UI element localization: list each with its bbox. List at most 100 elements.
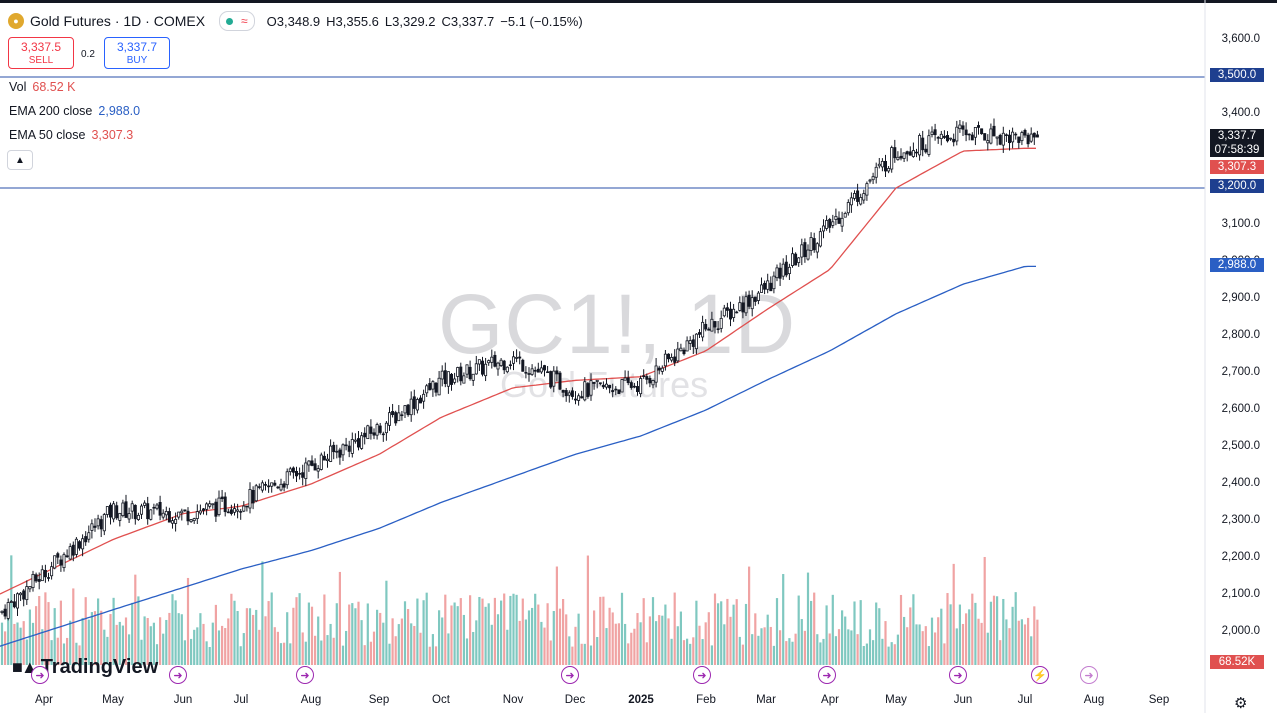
volume-bar <box>413 625 416 665</box>
volume-bar <box>896 634 899 665</box>
volume-bar <box>112 597 115 665</box>
candle-body <box>226 511 230 514</box>
volume-bar <box>989 601 992 665</box>
candle-body <box>849 197 853 206</box>
badge-last-price: 3,337.7 <box>1210 129 1264 143</box>
volume-bar <box>664 604 667 665</box>
volume-bar <box>59 600 62 665</box>
event-marker-arrow-right-circle-icon[interactable]: ➜ <box>1080 666 1098 684</box>
volume-bar <box>992 595 996 665</box>
collapse-legend-button[interactable]: ▲ <box>7 150 33 170</box>
ema200-legend[interactable]: EMA 200 close 2,988.0 <box>9 104 140 118</box>
lightning-circle-icon[interactable]: ⚡ <box>1031 666 1049 684</box>
time-axis-label: Feb <box>696 694 716 706</box>
gear-icon[interactable]: ⚙ <box>1234 695 1248 712</box>
event-marker-arrow-right-circle-icon[interactable]: ➜ <box>169 666 187 684</box>
candle-body <box>642 375 646 377</box>
volume-bar <box>608 607 611 665</box>
volume-bar <box>242 633 245 665</box>
candle-body <box>924 148 928 153</box>
candle-body <box>288 468 292 473</box>
candle-body <box>704 323 708 330</box>
volume-bar <box>13 623 16 665</box>
candle-body <box>68 546 72 560</box>
candle-body <box>422 393 426 402</box>
volume-bar <box>534 593 537 665</box>
candle-body <box>694 333 698 350</box>
candle-body <box>958 124 962 130</box>
volume-bar <box>208 646 211 665</box>
sell-button[interactable]: 3,337.5 SELL <box>8 37 74 69</box>
volume-bar <box>620 592 624 665</box>
candle-body <box>803 242 807 258</box>
symbol-title[interactable]: Gold Futures · 1D · COMEX <box>30 13 206 29</box>
event-marker-arrow-right-circle-icon[interactable]: ➜ <box>296 666 314 684</box>
time-axis-label: Apr <box>821 694 839 706</box>
volume-bar <box>847 629 850 665</box>
candle-body <box>986 140 990 144</box>
candle-body <box>620 379 624 393</box>
event-marker-arrow-right-circle-icon[interactable]: ➜ <box>818 666 836 684</box>
market-open-dot-icon <box>226 17 234 25</box>
candle-body <box>403 405 407 414</box>
volume-bar <box>555 566 558 665</box>
candle-body <box>828 219 832 228</box>
volume-bar <box>853 601 856 665</box>
volume-bar <box>930 617 934 665</box>
candle-body <box>341 444 345 456</box>
volume-bar <box>10 555 13 665</box>
volume-bar <box>103 629 106 665</box>
volume-bar <box>955 628 958 665</box>
candle-body <box>232 508 236 513</box>
volume-bar <box>31 622 35 665</box>
buy-button[interactable]: 3,337.7 BUY <box>104 37 170 69</box>
event-marker-arrow-right-circle-icon[interactable]: ➜ <box>31 666 49 684</box>
volume-bar <box>221 625 224 665</box>
volume-bar <box>332 637 335 665</box>
volume-bar <box>515 594 518 665</box>
spread-value: 0.2 <box>81 49 95 60</box>
volume-bar <box>785 641 788 665</box>
candle-body <box>512 356 516 364</box>
volume-bar <box>500 600 503 665</box>
volume-bar <box>357 601 360 665</box>
candle-body <box>682 349 686 355</box>
volume-bar <box>354 608 357 665</box>
market-status-pill[interactable]: ≈ <box>219 11 255 31</box>
volume-bar <box>952 563 955 665</box>
volume-indicator-legend[interactable]: Vol 68.52 K <box>9 80 75 94</box>
tradingview-logo[interactable]: ■▲ TradingView <box>12 656 158 679</box>
event-marker-arrow-right-circle-icon[interactable]: ➜ <box>561 666 579 684</box>
candle-body <box>911 150 915 157</box>
event-marker-arrow-right-circle-icon[interactable]: ➜ <box>949 666 967 684</box>
price-axis-label: 2,100.0 <box>1221 588 1260 600</box>
event-marker-arrow-right-circle-icon[interactable]: ➜ <box>693 666 711 684</box>
volume-bar <box>772 645 775 665</box>
ema50-legend[interactable]: EMA 50 close 3,307.3 <box>9 128 133 142</box>
volume-bar <box>624 623 627 665</box>
volume-bar <box>580 643 583 665</box>
volume-bar <box>890 642 893 665</box>
volume-bar <box>791 641 794 665</box>
volume-bar <box>906 627 909 665</box>
candle-body <box>78 541 82 549</box>
volume-bar <box>710 645 713 665</box>
volume-bar <box>980 622 983 665</box>
volume-bar <box>868 629 872 665</box>
candle-body <box>756 292 760 301</box>
candle-body <box>310 460 314 466</box>
ema50-line <box>0 147 1036 595</box>
volume-bar <box>899 594 903 665</box>
candle-body <box>189 519 193 523</box>
candle-body <box>868 179 872 182</box>
buy-price: 3,337.7 <box>116 40 158 54</box>
volume-bar <box>317 616 320 665</box>
candle-body <box>329 445 333 462</box>
candle-body <box>812 238 816 251</box>
candle-body <box>109 504 113 518</box>
candle-body <box>400 414 404 417</box>
candle-body <box>1029 133 1033 142</box>
volume-bar <box>961 623 965 665</box>
volume-bar <box>484 606 487 665</box>
